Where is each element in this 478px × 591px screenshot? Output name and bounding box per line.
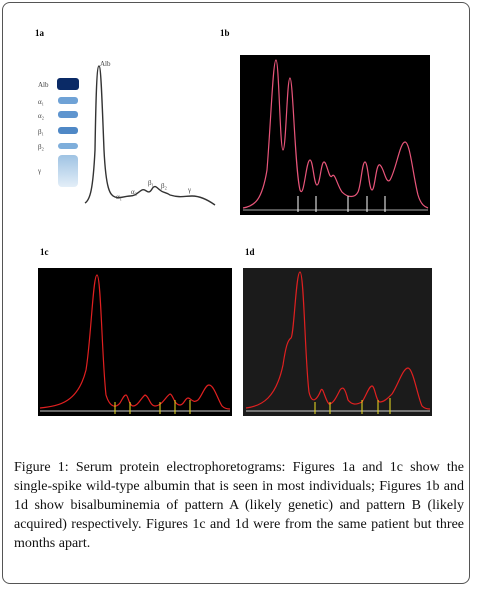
gel-label: γ <box>37 167 41 175</box>
peak-label: α₁ <box>116 193 122 201</box>
panel-label: 1d <box>245 247 255 257</box>
gel-label: α₁ <box>38 98 44 106</box>
fraction-dividers <box>114 400 191 414</box>
gel-strip <box>57 78 79 187</box>
gel-label: α₂ <box>38 112 45 120</box>
peak-label: β₁ <box>148 179 154 187</box>
figure-caption: Figure 1: Serum protein electrophoretogr… <box>14 458 464 553</box>
gel-label: β₂ <box>38 143 45 151</box>
panel-label: 1c <box>40 247 49 257</box>
peak-label: β₂ <box>161 182 168 190</box>
densitometry-curve <box>84 65 216 206</box>
figure-frame <box>2 2 470 584</box>
peak-label: γ <box>187 186 191 194</box>
gel-label: Alb <box>38 81 49 89</box>
scan-panel <box>38 268 232 416</box>
peak-label: Alb <box>100 60 111 68</box>
densitometry-curve <box>39 274 231 410</box>
densitometry-curve <box>245 271 431 410</box>
panel-label: 1b <box>220 28 230 38</box>
caption-label: Figure 1: <box>14 460 69 475</box>
scan-panel <box>243 268 432 416</box>
scan-panel <box>240 55 430 215</box>
densitometry-curve <box>242 59 429 209</box>
fraction-dividers <box>297 196 386 212</box>
gel-label: β₁ <box>38 128 44 136</box>
caption-text: Serum protein electrophoretograms: Figur… <box>14 460 465 551</box>
fraction-dividers <box>314 398 391 414</box>
panel-label: 1a <box>35 28 45 38</box>
peak-label: α₂ <box>131 188 138 196</box>
